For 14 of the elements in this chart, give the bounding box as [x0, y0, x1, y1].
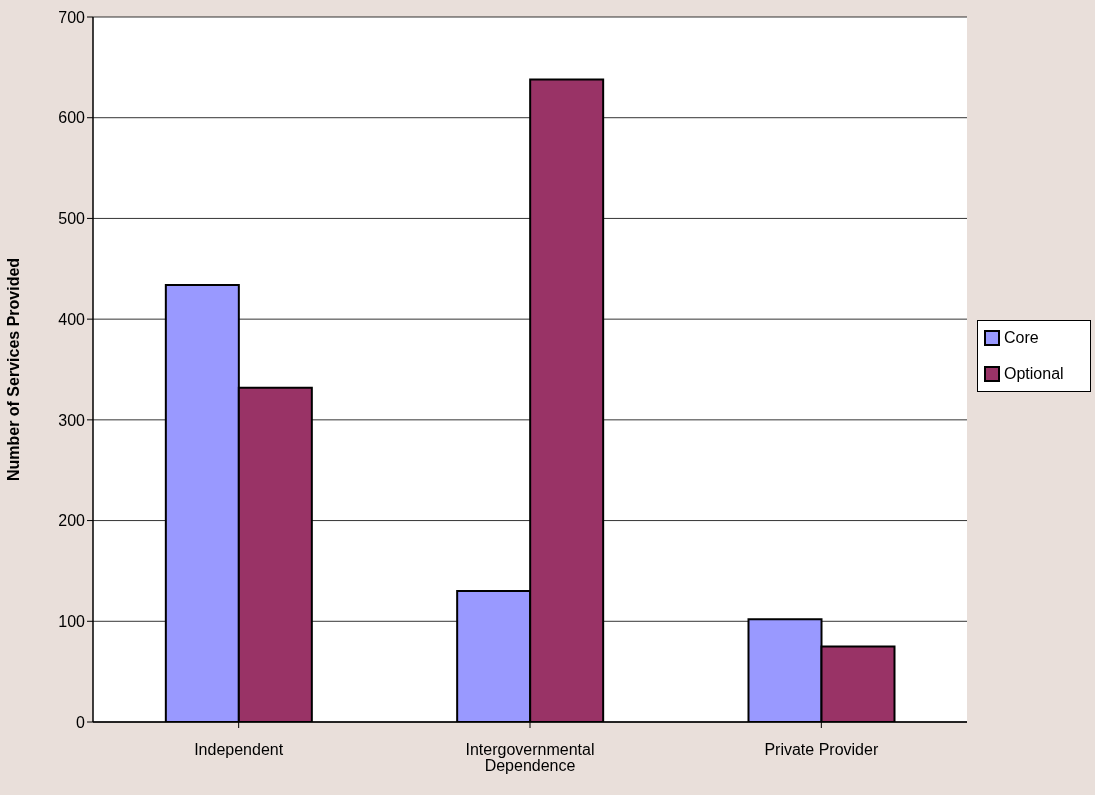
y-tick-label: 100 — [58, 612, 86, 630]
y-tick-label: 700 — [58, 8, 86, 26]
y-tick-label: 400 — [58, 310, 86, 328]
x-tick-label: Intergovernmental Dependence — [465, 741, 595, 775]
y-axis-title: Number of Services Provided — [4, 257, 22, 482]
legend-label: Optional — [1004, 365, 1064, 383]
y-tick-label: 200 — [58, 512, 86, 530]
y-tick-label: 0 — [76, 713, 86, 731]
y-tick-label: 300 — [58, 411, 86, 429]
x-tick-label: Independent — [194, 741, 284, 759]
y-tick-label: 500 — [58, 210, 86, 228]
y-tick-label: 600 — [58, 109, 86, 127]
legend-label: Core — [1004, 329, 1039, 347]
x-tick-label: Private Provider — [764, 741, 879, 759]
